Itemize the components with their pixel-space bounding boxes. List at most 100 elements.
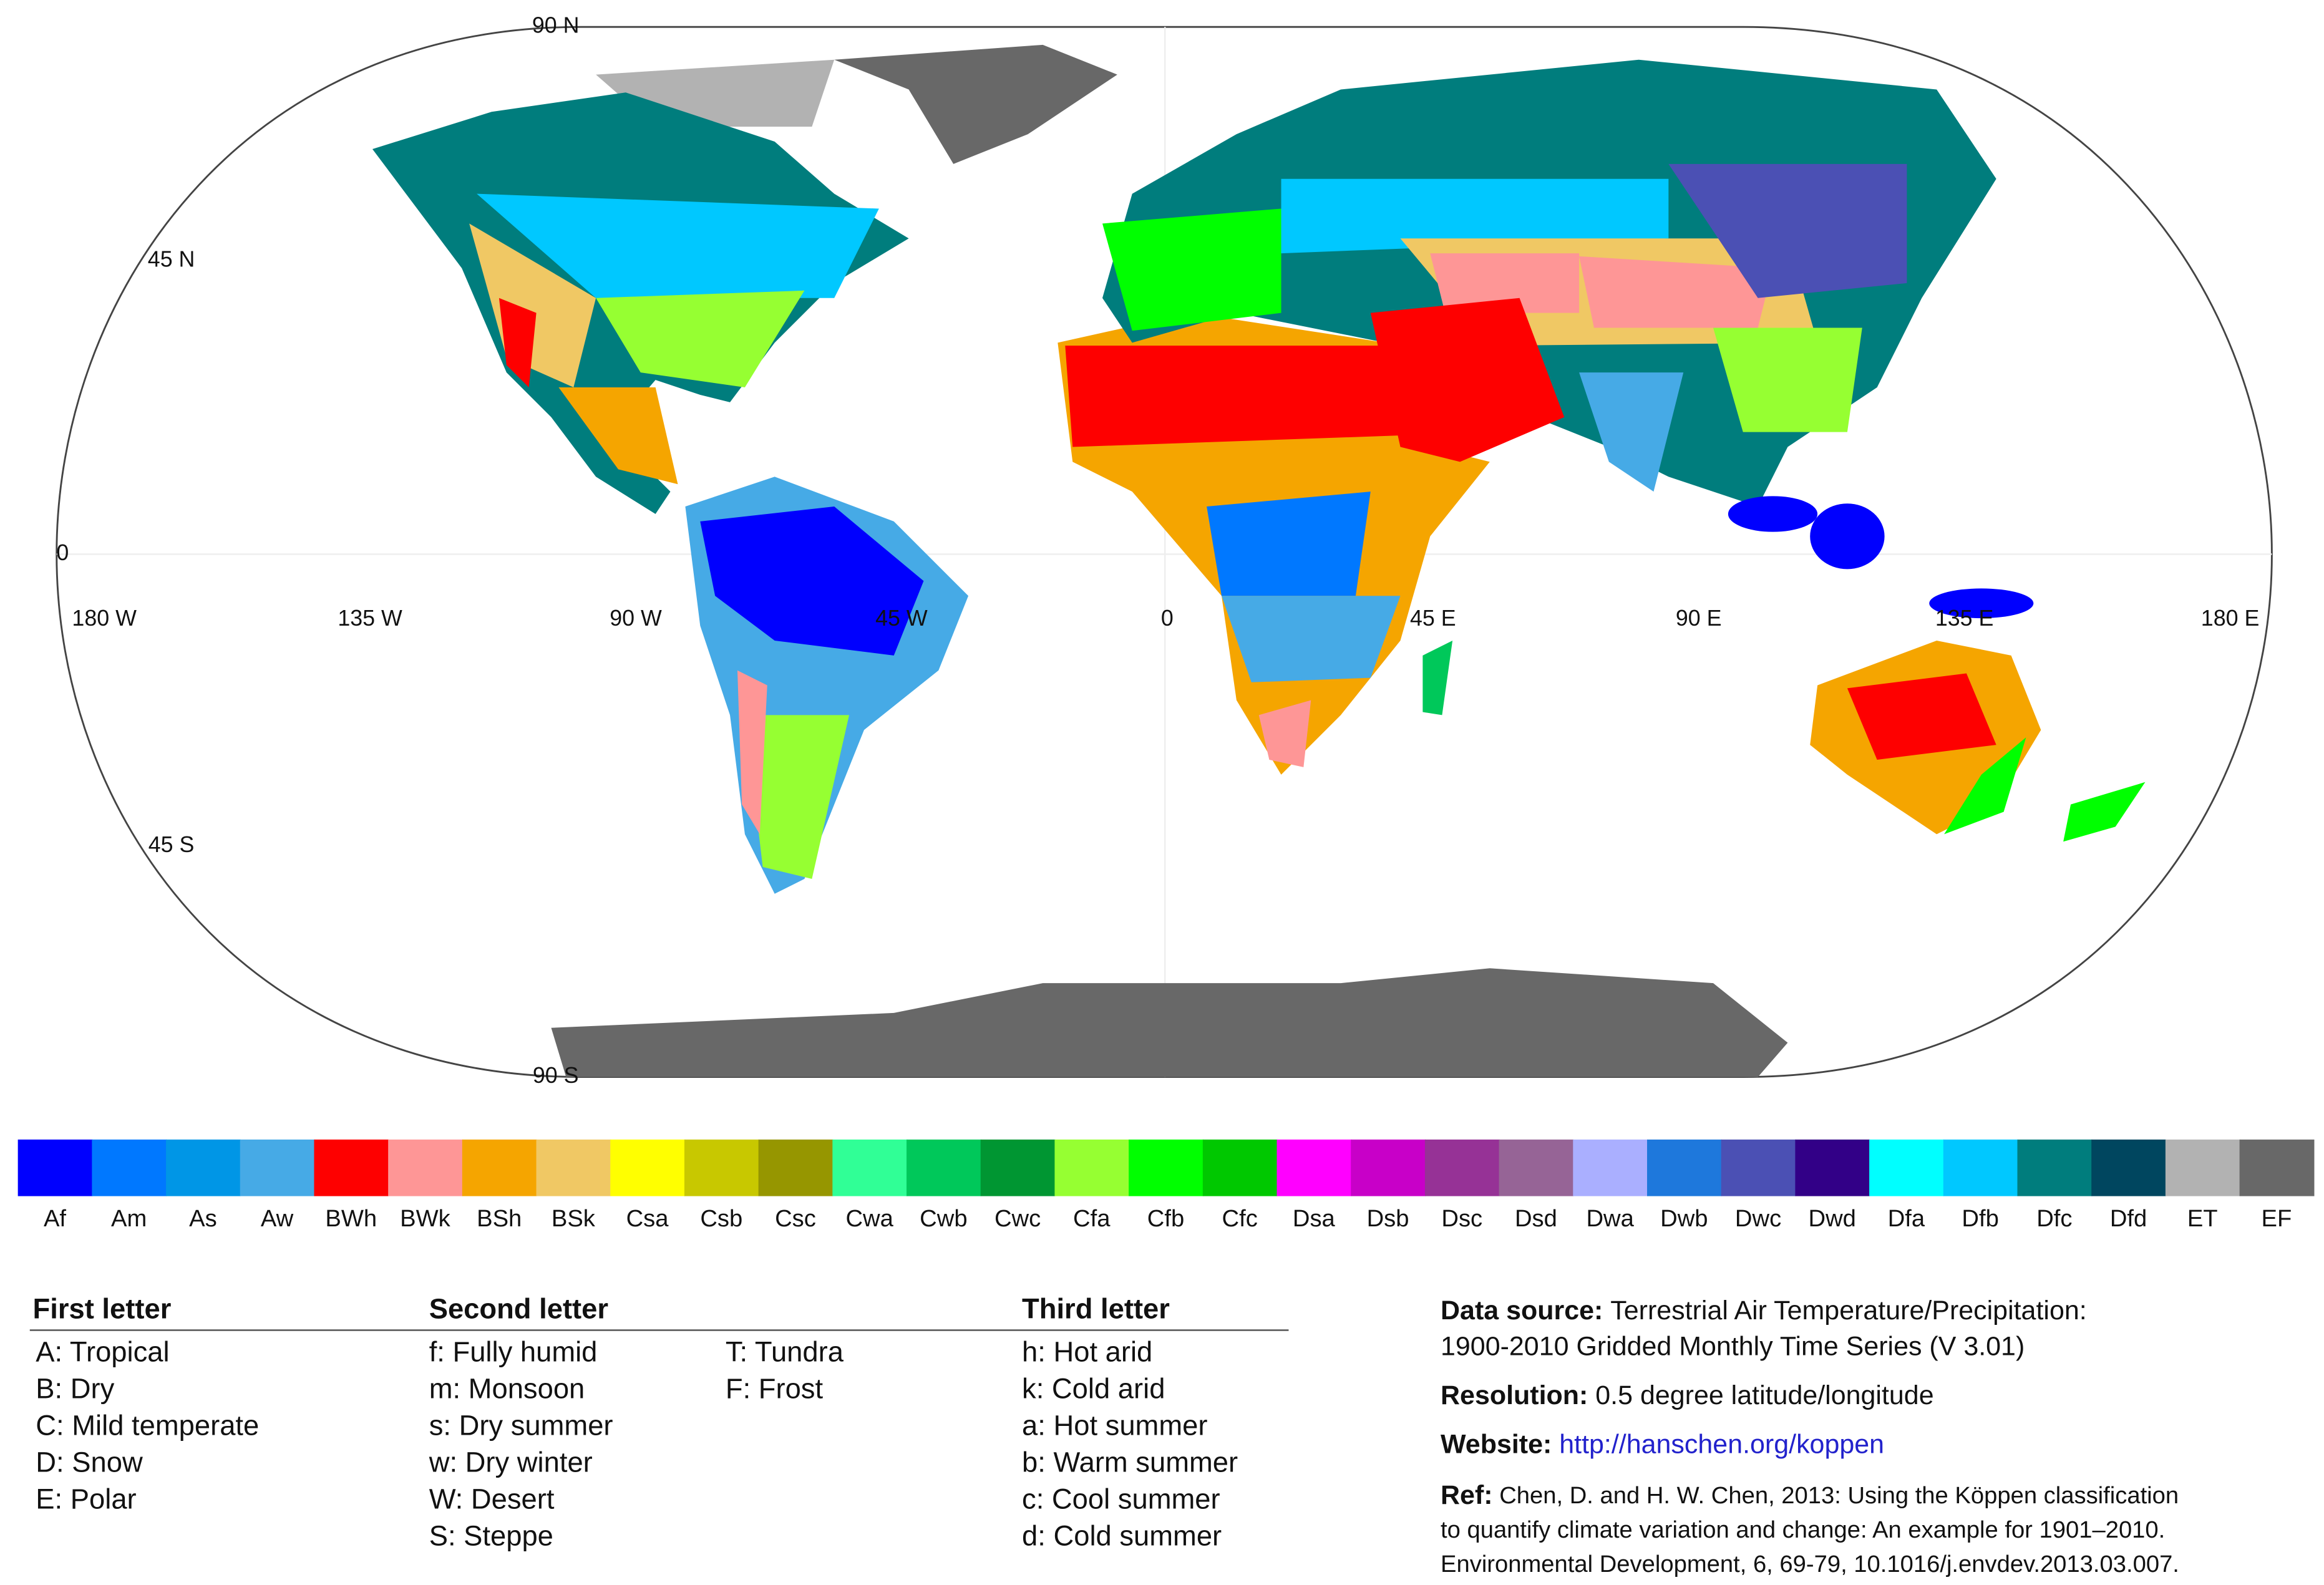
legend-swatch xyxy=(610,1139,686,1196)
longitude-label: 180 E xyxy=(2201,606,2260,631)
longitude-label: 90 W xyxy=(610,606,662,631)
legend-label: Cfc xyxy=(1222,1205,1258,1232)
legend-swatch xyxy=(1202,1139,1278,1196)
key-item: c: Cool summer xyxy=(1022,1483,1220,1515)
legend-label: Cwa xyxy=(845,1205,893,1232)
world-map: 90 N 45 N 0 45 S 90 S 180 W 135 W 90 W 45 W 0 45 … xyxy=(56,13,2273,1088)
longitude-label: 0 xyxy=(1161,606,1174,631)
legend-label: Cwb xyxy=(920,1205,967,1232)
longitude-label: 135 E xyxy=(1935,606,1994,631)
legend-swatch xyxy=(1054,1139,1130,1196)
legend-swatch xyxy=(1721,1139,1796,1196)
legend-label: Csc xyxy=(775,1205,816,1232)
land xyxy=(372,44,2146,1077)
legend-label: Cfb xyxy=(1147,1205,1184,1232)
legend-swatch xyxy=(1795,1139,1870,1196)
legend-swatch xyxy=(536,1139,611,1196)
key-item: m: Monsoon xyxy=(429,1373,585,1405)
legend-label: BWk xyxy=(400,1205,451,1232)
link[interactable]: http://hanschen.org/koppen xyxy=(1559,1430,1884,1460)
legend-swatch xyxy=(2165,1139,2240,1196)
legend: Af Am As Aw BWh BWk BSh BSk Csa Csb Csc Cwa Cwb Cwc Cf… xyxy=(17,1139,2315,1232)
key-item: s: Dry summer xyxy=(429,1410,613,1442)
legend-label: Csa xyxy=(626,1205,669,1232)
legend-label: Dsb xyxy=(1367,1205,1409,1232)
latitude-label: 90 S xyxy=(533,1063,579,1088)
legend-swatch xyxy=(1499,1139,1574,1196)
legend-swatch xyxy=(758,1139,834,1196)
legend-swatch xyxy=(1276,1139,1352,1196)
legend-swatch xyxy=(462,1139,537,1196)
legend-label: Dsd xyxy=(1515,1205,1557,1232)
legend-label: Csb xyxy=(700,1205,742,1232)
legend-label: Aw xyxy=(261,1205,294,1232)
legend-label: Dwb xyxy=(1660,1205,1708,1232)
legend-label: Cfa xyxy=(1073,1205,1111,1232)
legend-swatch xyxy=(1943,1139,2018,1196)
key-item: b: Warm summer xyxy=(1022,1447,1238,1478)
legend-label: Cwc xyxy=(994,1205,1041,1232)
legend-swatch xyxy=(907,1139,981,1196)
label: Data source: xyxy=(1441,1296,1603,1326)
ref-line: Environmental Development, 6, 69-79, 10.… xyxy=(1441,1551,2179,1578)
legend-label: As xyxy=(189,1205,217,1232)
data-source: Data source: Terrestrial Air Temperature… xyxy=(1441,1296,2087,1326)
latitude-label: 45 S xyxy=(148,832,195,857)
key-item: a: Hot summer xyxy=(1022,1410,1207,1442)
key-item: A: Tropical xyxy=(36,1336,169,1368)
data-source-line: 1900-2010 Gridded Monthly Time Series (V… xyxy=(1441,1332,2025,1362)
key-item: k: Cold arid xyxy=(1022,1373,1165,1405)
legend-swatch xyxy=(314,1139,389,1196)
legend-label: BSk xyxy=(552,1205,596,1232)
info: Data source: Terrestrial Air Temperature… xyxy=(1441,1296,2179,1578)
text: Terrestrial Air Temperature/Precipitatio… xyxy=(1610,1296,2086,1326)
legend-swatch xyxy=(1424,1139,1500,1196)
longitude-label: 45 E xyxy=(1410,606,1456,631)
legend-swatch xyxy=(92,1139,167,1196)
longitude-label: 135 W xyxy=(338,606,402,631)
key-item: h: Hot arid xyxy=(1022,1336,1152,1368)
legend-label: Af xyxy=(44,1205,66,1232)
key-item: B: Dry xyxy=(36,1373,114,1405)
resolution: Resolution: 0.5 degree latitude/longitud… xyxy=(1441,1380,1934,1410)
latitude-label: 0 xyxy=(56,540,69,565)
legend-swatch xyxy=(240,1139,315,1196)
key-item: E: Polar xyxy=(36,1483,136,1515)
legend-label: Dsa xyxy=(1293,1205,1336,1232)
key-item: W: Desert xyxy=(429,1483,555,1515)
legend-label: Dsc xyxy=(1441,1205,1482,1232)
legend-label: EF xyxy=(2262,1205,2292,1232)
label: Website: xyxy=(1441,1430,1552,1460)
legend-swatch xyxy=(1129,1139,1204,1196)
longitude-label: 180 W xyxy=(72,606,137,631)
label: Ref: xyxy=(1441,1480,1493,1510)
text: 0.5 degree latitude/longitude xyxy=(1595,1380,1933,1410)
key-heading: First letter xyxy=(33,1292,172,1324)
legend-label: BSh xyxy=(477,1205,522,1232)
legend-swatch xyxy=(2091,1139,2167,1196)
label: Resolution: xyxy=(1441,1380,1588,1410)
key-item: T: Tundra xyxy=(726,1336,844,1368)
legend-swatch xyxy=(1647,1139,1722,1196)
key-heading: Second letter xyxy=(429,1292,608,1324)
legend-swatch xyxy=(388,1139,464,1196)
key-item: S: Steppe xyxy=(429,1520,553,1552)
legend-swatch xyxy=(166,1139,241,1196)
ref-line: to quantify climate variation and change… xyxy=(1441,1516,2165,1543)
key-item: F: Frost xyxy=(726,1373,824,1405)
ref: Ref: Chen, D. and H. W. Chen, 2013: Usin… xyxy=(1441,1480,2179,1510)
legend-swatch xyxy=(1573,1139,1648,1196)
key-item: d: Cold summer xyxy=(1022,1520,1222,1552)
legend-swatch xyxy=(832,1139,908,1196)
key-heading: Third letter xyxy=(1022,1292,1170,1324)
legend-swatch xyxy=(684,1139,759,1196)
longitude-label: 45 W xyxy=(875,606,928,631)
legend-label: ET xyxy=(2187,1205,2218,1232)
legend-swatch xyxy=(980,1139,1056,1196)
legend-swatch xyxy=(1351,1139,1426,1196)
legend-label: Dwa xyxy=(1586,1205,1634,1232)
legend-label: Dwd xyxy=(1809,1205,1856,1232)
legend-label: Dwc xyxy=(1735,1205,1781,1232)
